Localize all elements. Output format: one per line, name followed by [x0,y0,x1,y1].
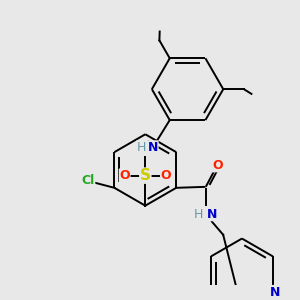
Text: H: H [194,208,203,220]
Text: N: N [207,208,217,220]
Text: H: H [137,141,146,154]
Text: O: O [161,169,171,182]
Text: O: O [119,169,130,182]
Text: N: N [148,141,158,154]
Text: Cl: Cl [82,174,95,187]
Text: O: O [212,159,223,172]
Text: N: N [270,286,280,298]
Text: S: S [140,168,151,183]
